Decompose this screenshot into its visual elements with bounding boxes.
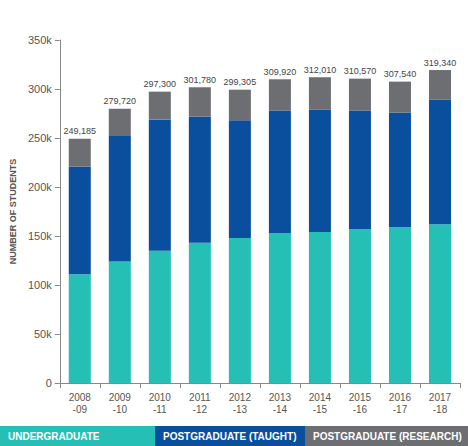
svg-text:249,185: 249,185 — [63, 126, 96, 136]
svg-text:319,340: 319,340 — [424, 58, 457, 68]
svg-text:310,570: 310,570 — [344, 66, 377, 76]
svg-text:250k: 250k — [28, 132, 52, 144]
svg-text:-15: -15 — [313, 404, 328, 415]
svg-text:UNDERGRADUATE: UNDERGRADUATE — [8, 431, 100, 442]
svg-text:POSTGRADUATE (RESEARCH): POSTGRADUATE (RESEARCH) — [313, 431, 462, 442]
svg-text:-12: -12 — [193, 404, 208, 415]
svg-text:2009: 2009 — [109, 392, 132, 403]
svg-text:-17: -17 — [393, 404, 408, 415]
svg-text:309,920: 309,920 — [264, 67, 297, 77]
svg-text:2016: 2016 — [389, 392, 412, 403]
svg-text:2014: 2014 — [309, 392, 332, 403]
svg-text:-09: -09 — [73, 404, 88, 415]
svg-text:301,780: 301,780 — [184, 75, 217, 85]
svg-text:299,305: 299,305 — [224, 77, 257, 87]
svg-text:2013: 2013 — [269, 392, 292, 403]
svg-text:312,010: 312,010 — [304, 65, 337, 75]
svg-text:307,540: 307,540 — [384, 69, 417, 79]
svg-text:200k: 200k — [28, 181, 52, 193]
svg-text:300k: 300k — [28, 83, 52, 95]
svg-text:279,720: 279,720 — [104, 96, 137, 106]
svg-text:100k: 100k — [28, 279, 52, 291]
svg-text:2010: 2010 — [149, 392, 172, 403]
svg-text:-11: -11 — [153, 404, 167, 415]
svg-text:2012: 2012 — [229, 392, 252, 403]
svg-text:-13: -13 — [233, 404, 248, 415]
svg-text:2017: 2017 — [429, 392, 452, 403]
svg-text:150k: 150k — [28, 230, 52, 242]
svg-text:2008: 2008 — [69, 392, 92, 403]
svg-text:50k: 50k — [34, 328, 52, 340]
svg-text:-10: -10 — [113, 404, 128, 415]
svg-text:NUMBER OF STUDENTS: NUMBER OF STUDENTS — [8, 159, 18, 265]
svg-text:POSTGRADUATE (TAUGHT): POSTGRADUATE (TAUGHT) — [163, 431, 297, 442]
svg-text:2015: 2015 — [349, 392, 372, 403]
svg-text:350k: 350k — [28, 34, 52, 46]
svg-text:-16: -16 — [353, 404, 368, 415]
svg-text:-18: -18 — [433, 404, 448, 415]
svg-text:2011: 2011 — [189, 392, 211, 403]
svg-text:0: 0 — [46, 377, 52, 389]
svg-text:297,300: 297,300 — [144, 79, 177, 89]
svg-text:-14: -14 — [273, 404, 288, 415]
